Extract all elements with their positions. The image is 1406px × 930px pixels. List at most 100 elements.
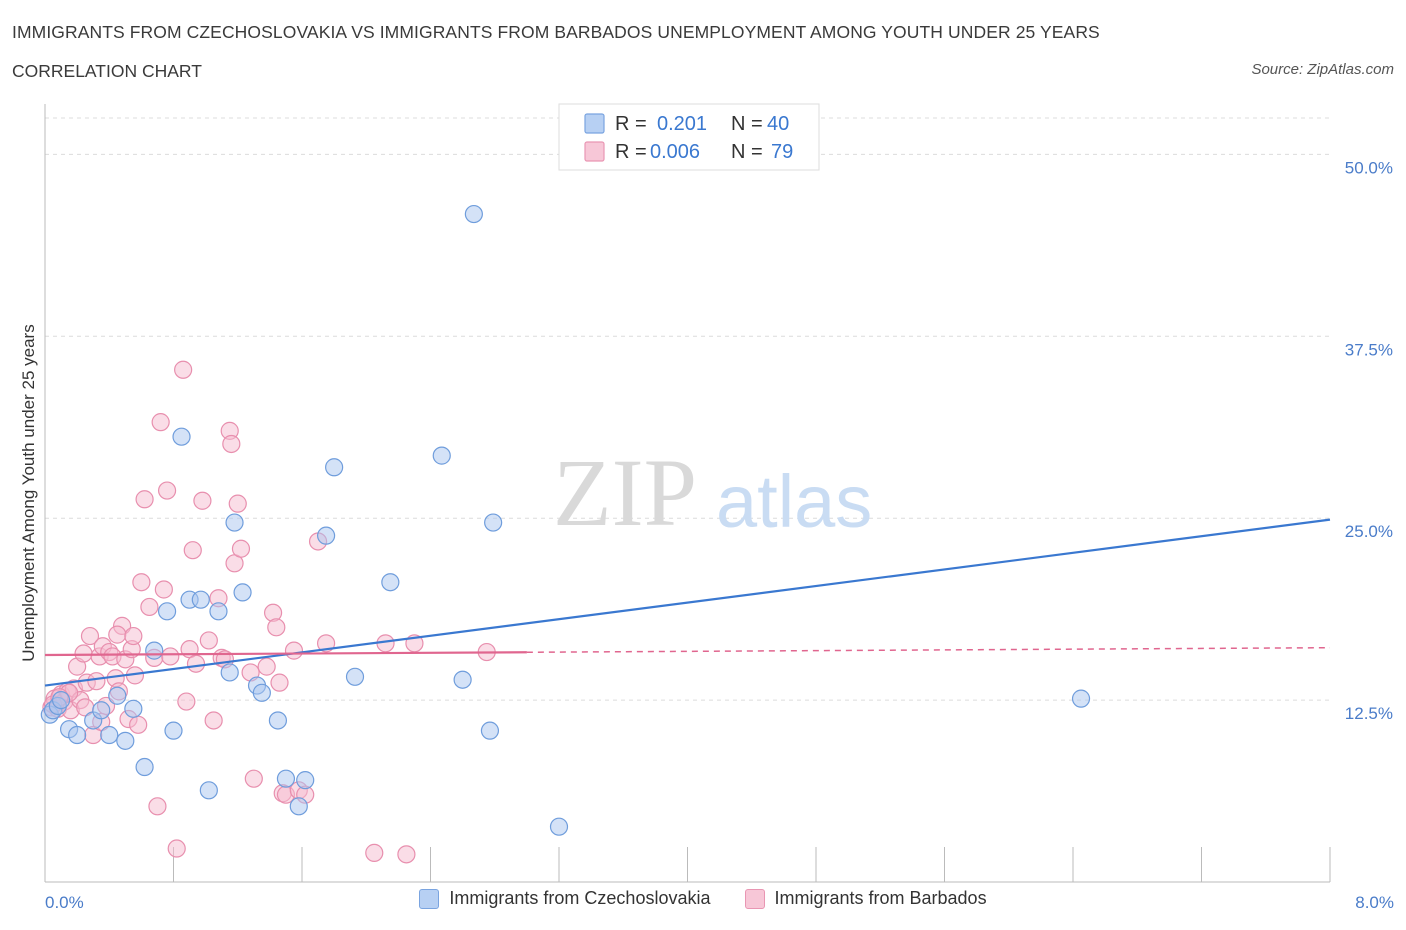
barbados-point-52	[228, 494, 247, 513]
czechoslovakia-point-13	[145, 641, 164, 660]
barbados-point-62	[284, 641, 304, 660]
barbados-points	[42, 360, 496, 864]
legend-item-barbados[interactable]: Immigrants from Barbados	[744, 888, 987, 909]
stats-n-label-2: N =	[731, 141, 763, 163]
watermark-zip: ZIP	[553, 439, 697, 546]
barbados-point-33	[151, 413, 170, 432]
barbados-point-69	[397, 845, 416, 864]
barbados-point-35	[157, 481, 177, 500]
czechoslovakia-point-18	[191, 590, 210, 609]
barbados-point-29	[135, 490, 154, 509]
czechoslovakia-point-29	[296, 771, 315, 790]
czechoslovakia-point-33	[381, 573, 400, 592]
czechoslovakia-point-34	[432, 446, 451, 465]
czechoslovakia-point-5	[68, 725, 87, 745]
watermark-atlas: atlas	[716, 460, 872, 543]
barbados-point-38	[174, 360, 193, 379]
czechoslovakia-point-28	[289, 797, 308, 816]
barbados-point-59	[270, 673, 289, 692]
barbados-point-37	[167, 839, 186, 858]
barbados-point-43	[193, 491, 212, 510]
barbados-point-66	[316, 634, 336, 653]
czechoslovakia-point-8	[100, 725, 119, 745]
czechoslovakia-point-23	[233, 583, 252, 602]
czechoslovakia-point-3	[51, 690, 71, 710]
trend-lines	[44, 518, 1331, 687]
czechoslovakia-point-9	[108, 686, 127, 705]
czechoslovakia-point-12	[135, 757, 154, 777]
stats-swatch-blue	[584, 113, 605, 134]
gridlines	[45, 117, 1330, 701]
y-tick-label-0: 12.5%	[1345, 704, 1393, 723]
barbados-point-67	[365, 843, 384, 862]
czechoslovakia-point-16	[172, 427, 191, 446]
x-tick-label-min: 0.0%	[45, 893, 84, 912]
czechoslovakia-point-14	[157, 602, 177, 621]
stats-swatch-pink	[584, 141, 605, 162]
source-credit: Source: ZipAtlas.com	[1251, 61, 1394, 78]
czechoslovakia-point-7	[92, 701, 111, 720]
barbados-point-75	[108, 625, 127, 644]
stats-r-value-2: 0.006	[650, 141, 700, 163]
barbados-point-27	[129, 715, 148, 734]
legend-swatch-pink	[744, 888, 765, 909]
stats-r-value-1: 0.201	[657, 113, 707, 135]
barbados-point-14	[87, 672, 106, 691]
stats-n-value-2: 79	[771, 141, 793, 163]
czechoslovakia-point-40	[1071, 689, 1091, 708]
barbados-point-53	[231, 539, 251, 558]
y-tick-label-3: 50.0%	[1345, 158, 1393, 177]
czechoslovakia-point-37	[480, 721, 500, 740]
legend-label-barbados: Immigrants from Barbados	[774, 888, 987, 908]
barbados-point-50	[222, 434, 241, 454]
czechoslovakia-point-39	[549, 817, 569, 836]
czechoslovakia-point-21	[220, 663, 239, 682]
barbados-point-30	[140, 597, 159, 617]
stats-r-label-1: R =	[615, 113, 647, 135]
y-axis-label: Unemployment Among Youth under 25 years	[19, 324, 38, 661]
stats-r-label-2: R =	[615, 141, 647, 163]
czechoslovakia-point-15	[164, 721, 183, 740]
czechoslovakia-points	[40, 204, 1091, 836]
barbados-point-34	[154, 580, 173, 599]
stats-n-label-1: N =	[731, 113, 763, 135]
legend-swatch-blue	[419, 888, 440, 909]
barbados-point-45	[204, 711, 223, 730]
czechoslovakia-point-20	[209, 602, 228, 621]
trend-line-barbados-dashed	[526, 646, 1331, 654]
chart-title: IMMIGRANTS FROM CZECHOSLOVAKIA VS IMMIGR…	[12, 22, 1100, 42]
watermark: ZIP atlas	[553, 439, 872, 546]
x-tick-label-max: 8.0%	[1355, 893, 1394, 912]
legend-item-czechoslovakia[interactable]: Immigrants from Czechoslovakia	[419, 888, 711, 909]
czechoslovakia-point-11	[124, 699, 143, 718]
czechoslovakia-point-26	[268, 711, 288, 730]
czechoslovakia-point-25	[252, 683, 271, 702]
czechoslovakia-point-31	[325, 458, 344, 477]
barbados-point-28	[132, 573, 151, 592]
barbados-point-76	[124, 626, 143, 646]
y-tick-label-2: 37.5%	[1345, 340, 1393, 359]
czechoslovakia-point-27	[276, 769, 296, 788]
czechoslovakia-point-19	[199, 781, 218, 800]
barbados-point-55	[244, 769, 263, 788]
trend-line-czechoslovakia	[44, 518, 1331, 687]
barbados-point-10	[74, 644, 93, 663]
barbados-point-44	[199, 631, 218, 650]
stats-n-value-1: 40	[767, 113, 789, 135]
trend-line-barbados-solid	[44, 651, 527, 657]
barbados-point-39	[177, 692, 196, 711]
czechoslovakia-point-32	[345, 667, 365, 686]
barbados-point-56	[257, 657, 276, 676]
legend-label-czechoslovakia: Immigrants from Czechoslovakia	[449, 888, 711, 908]
barbados-point-58	[267, 618, 286, 637]
czechoslovakia-point-30	[316, 526, 336, 545]
barbados-point-42	[186, 654, 206, 673]
axes	[44, 104, 1331, 883]
barbados-point-41	[183, 541, 202, 560]
y-tick-label-1: 25.0%	[1345, 522, 1393, 541]
barbados-point-32	[148, 797, 167, 816]
barbados-point-36	[161, 647, 180, 666]
czechoslovakia-point-38	[484, 513, 503, 532]
czechoslovakia-point-36	[464, 204, 483, 224]
